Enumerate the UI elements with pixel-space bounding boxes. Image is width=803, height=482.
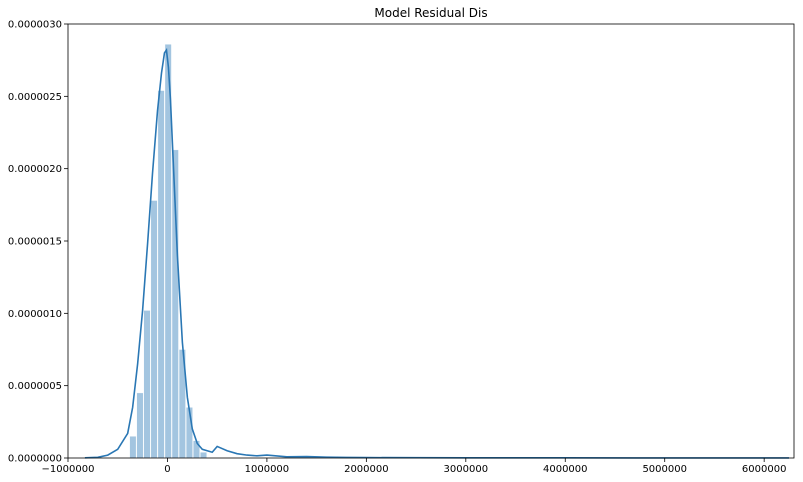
histogram-bar <box>143 310 151 459</box>
histogram-bar <box>129 436 137 459</box>
x-tick-label: 3000000 <box>444 464 489 475</box>
y-tick-label: 0.0000005 <box>8 381 62 392</box>
x-tick-label: 6000000 <box>742 464 787 475</box>
x-tick-label: 1000000 <box>245 464 290 475</box>
histogram-bar <box>136 392 144 459</box>
y-tick-label: 0.0000000 <box>8 454 62 465</box>
x-tick-label: 0 <box>164 464 170 475</box>
x-tick-label: 4000000 <box>543 464 588 475</box>
y-tick-label: 0.0000020 <box>8 164 62 175</box>
histogram-bars <box>129 44 207 459</box>
x-tick-label: 2000000 <box>344 464 389 475</box>
y-tick-label: 0.0000030 <box>8 20 62 31</box>
x-tick-label: 5000000 <box>642 464 687 475</box>
x-tick-label: −1000000 <box>42 464 95 475</box>
kde-curve <box>84 47 790 459</box>
y-tick-label: 0.0000010 <box>8 309 62 320</box>
chart-title: Model Residual Dis <box>374 6 487 20</box>
axes: −1000000 0 1000000 2000000 3000000 4000000 500… <box>8 20 795 475</box>
y-tick-label: 0.0000025 <box>8 92 62 103</box>
y-tick-label: 0.0000015 <box>8 237 62 248</box>
histogram-bar <box>157 90 165 459</box>
histogram-bar <box>150 200 158 459</box>
histogram-bar <box>200 452 207 459</box>
